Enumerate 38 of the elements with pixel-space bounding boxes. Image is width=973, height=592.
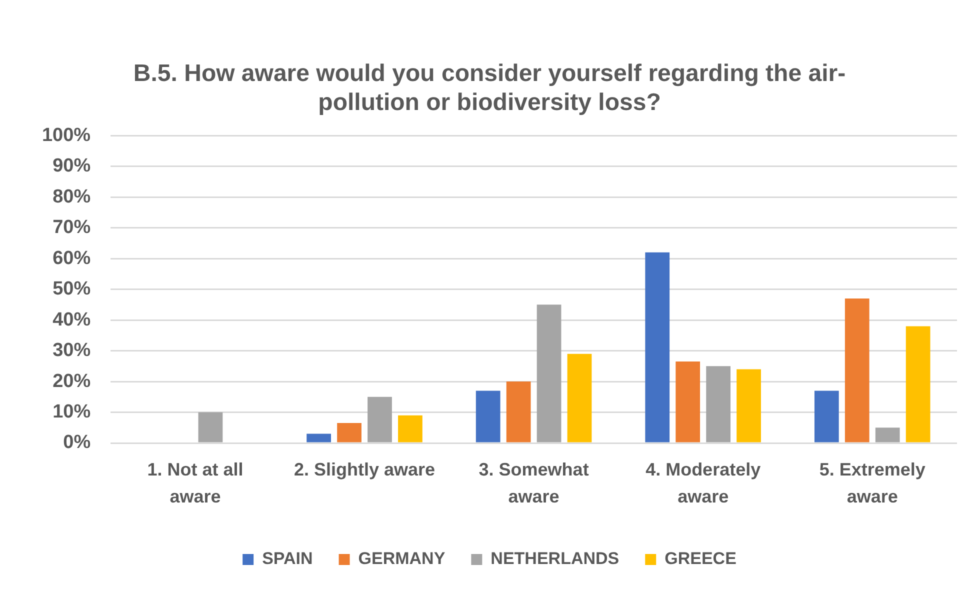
bar	[506, 382, 531, 442]
x-tick-label: 2. Slightly aware	[294, 459, 436, 480]
y-tick-label: 60%	[52, 248, 91, 269]
bar	[368, 396, 392, 442]
y-tick-label: 70%	[52, 217, 91, 238]
bar	[337, 423, 362, 442]
bar	[645, 252, 670, 442]
y-tick-label: 0%	[63, 432, 91, 454]
y-tick-label: 90%	[52, 156, 91, 177]
y-tick-label: 10%	[52, 401, 91, 422]
bar	[706, 366, 730, 442]
x-tick-label: 3. Somewhat aware	[478, 459, 589, 506]
bar	[536, 304, 562, 442]
bar	[306, 434, 331, 442]
bar	[844, 298, 870, 442]
y-tick-label: 80%	[52, 186, 91, 208]
bar	[398, 415, 422, 442]
y-tick-label: 100%	[42, 124, 91, 146]
bar	[476, 390, 500, 442]
legend-label: GERMANY	[358, 549, 446, 568]
y-tick-label: 20%	[52, 370, 91, 392]
bar	[567, 354, 592, 442]
x-tick-label: 5. Extremely aware	[819, 459, 926, 506]
bar	[906, 326, 930, 442]
bar	[736, 369, 761, 442]
y-tick-label: 50%	[52, 278, 91, 300]
bar	[814, 390, 839, 442]
legend-label: GREECE	[664, 549, 736, 568]
y-tick-label: 30%	[52, 340, 91, 362]
y-tick-label: 40%	[52, 309, 91, 330]
chart-title: B.5. How aware would you consider yourself regarding the air-pollution or biodiversity loss?	[133, 60, 846, 116]
legend-label: SPAIN	[262, 549, 313, 568]
bar	[676, 362, 700, 442]
x-tick-label: 4. Moderately aware	[646, 459, 761, 506]
bar	[875, 428, 900, 442]
legend-label: NETHERLANDS	[490, 549, 620, 568]
x-tick-label: 1. Not at all aware	[147, 459, 244, 506]
bar	[198, 412, 223, 442]
